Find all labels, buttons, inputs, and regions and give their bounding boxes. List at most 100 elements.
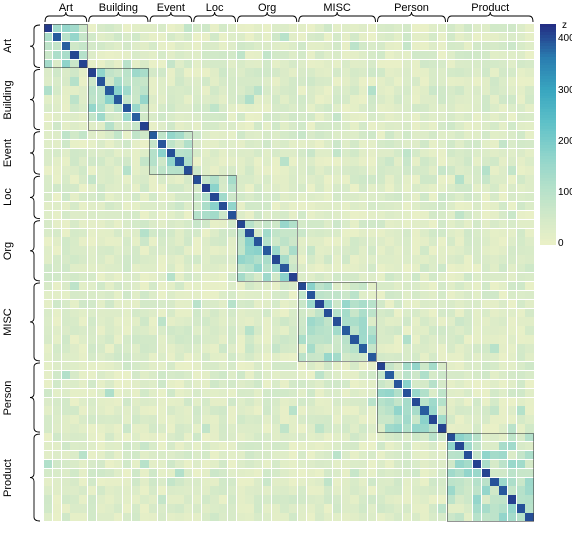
- heatmap-cell: [184, 68, 192, 76]
- heatmap-cell: [193, 255, 201, 263]
- heatmap-cell: [508, 220, 516, 228]
- heatmap-cell: [210, 451, 218, 459]
- heatmap-cell: [237, 389, 245, 397]
- heatmap-cell: [263, 326, 271, 334]
- heatmap-cell: [44, 33, 52, 41]
- heatmap-cell: [289, 42, 297, 50]
- heatmap-cell: [385, 51, 393, 59]
- heatmap-cell: [184, 326, 192, 334]
- heatmap-cell: [70, 513, 78, 521]
- heatmap-cell: [508, 406, 516, 414]
- heatmap-cell: [210, 433, 218, 441]
- heatmap-cell: [359, 460, 367, 468]
- heatmap-cell: [315, 149, 323, 157]
- heatmap-cell: [342, 24, 350, 32]
- heatmap-cell: [412, 86, 420, 94]
- heatmap-cell: [79, 264, 87, 272]
- heatmap-cell: [490, 415, 498, 423]
- heatmap-cell: [499, 24, 507, 32]
- heatmap-cell: [517, 309, 525, 317]
- heatmap-cell: [525, 344, 533, 352]
- heatmap-cell: [447, 291, 455, 299]
- heatmap-cell: [140, 86, 148, 94]
- heatmap-cell: [490, 433, 498, 441]
- heatmap-cell: [53, 122, 61, 130]
- heatmap-cell: [175, 424, 183, 432]
- heatmap-cell: [350, 406, 358, 414]
- heatmap-cell: [298, 51, 306, 59]
- heatmap-cell: [184, 86, 192, 94]
- heatmap-cell: [307, 264, 315, 272]
- heatmap-cell: [158, 77, 166, 85]
- heatmap-cell: [280, 451, 288, 459]
- heatmap-grid: [44, 24, 534, 522]
- heatmap-cell: [429, 157, 437, 165]
- heatmap-cell: [298, 95, 306, 103]
- heatmap-cell: [473, 300, 481, 308]
- heatmap-cell: [53, 237, 61, 245]
- heatmap-cell: [175, 220, 183, 228]
- heatmap-cell: [464, 42, 472, 50]
- heatmap-cell: [254, 291, 262, 299]
- heatmap-cell: [464, 486, 472, 494]
- heatmap-cell: [324, 344, 332, 352]
- heatmap-cell: [289, 193, 297, 201]
- heatmap-cell: [473, 33, 481, 41]
- heatmap-cell: [298, 211, 306, 219]
- heatmap-cell: [167, 300, 175, 308]
- heatmap-cell: [175, 504, 183, 512]
- heatmap-cell: [97, 157, 105, 165]
- heatmap-cell: [324, 157, 332, 165]
- heatmap-cell: [254, 140, 262, 148]
- heatmap-cell: [272, 273, 280, 281]
- heatmap-cell: [490, 353, 498, 361]
- heatmap-cell: [298, 282, 306, 290]
- heatmap-cell: [149, 157, 157, 165]
- heatmap-cell: [412, 237, 420, 245]
- heatmap-cell: [193, 317, 201, 325]
- chart-container: ArtBuildingEventLocOrgMISCPersonProduct …: [0, 0, 572, 542]
- heatmap-cell: [105, 255, 113, 263]
- heatmap-cell: [517, 264, 525, 272]
- heatmap-cell: [263, 451, 271, 459]
- heatmap-cell: [490, 398, 498, 406]
- heatmap-cell: [149, 451, 157, 459]
- heatmap-cell: [298, 24, 306, 32]
- heatmap-cell: [202, 513, 210, 521]
- heatmap-cell: [237, 362, 245, 370]
- heatmap-cell: [368, 104, 376, 112]
- heatmap-cell: [263, 166, 271, 174]
- heatmap-cell: [88, 60, 96, 68]
- heatmap-cell: [114, 469, 122, 477]
- heatmap-cell: [403, 149, 411, 157]
- heatmap-cell: [455, 175, 463, 183]
- heatmap-cell: [324, 335, 332, 343]
- heatmap-cell: [455, 478, 463, 486]
- heatmap-cell: [158, 113, 166, 121]
- heatmap-cell: [44, 95, 52, 103]
- heatmap-cell: [333, 237, 341, 245]
- heatmap-cell: [219, 486, 227, 494]
- heatmap-cell: [482, 460, 490, 468]
- heatmap-cell: [272, 433, 280, 441]
- heatmap-cell: [447, 513, 455, 521]
- heatmap-cell: [175, 202, 183, 210]
- heatmap-cell: [385, 220, 393, 228]
- heatmap-cell: [210, 113, 218, 121]
- heatmap-cell: [359, 478, 367, 486]
- heatmap-cell: [394, 149, 402, 157]
- heatmap-cell: [158, 246, 166, 254]
- heatmap-cell: [184, 175, 192, 183]
- heatmap-cell: [149, 398, 157, 406]
- heatmap-cell: [280, 478, 288, 486]
- heatmap-cell: [245, 504, 253, 512]
- heatmap-cell: [350, 433, 358, 441]
- heatmap-cell: [315, 451, 323, 459]
- heatmap-cell: [473, 291, 481, 299]
- heatmap-cell: [342, 415, 350, 423]
- heatmap-cell: [473, 95, 481, 103]
- heatmap-cell: [394, 86, 402, 94]
- heatmap-cell: [219, 273, 227, 281]
- heatmap-cell: [158, 273, 166, 281]
- heatmap-cell: [289, 362, 297, 370]
